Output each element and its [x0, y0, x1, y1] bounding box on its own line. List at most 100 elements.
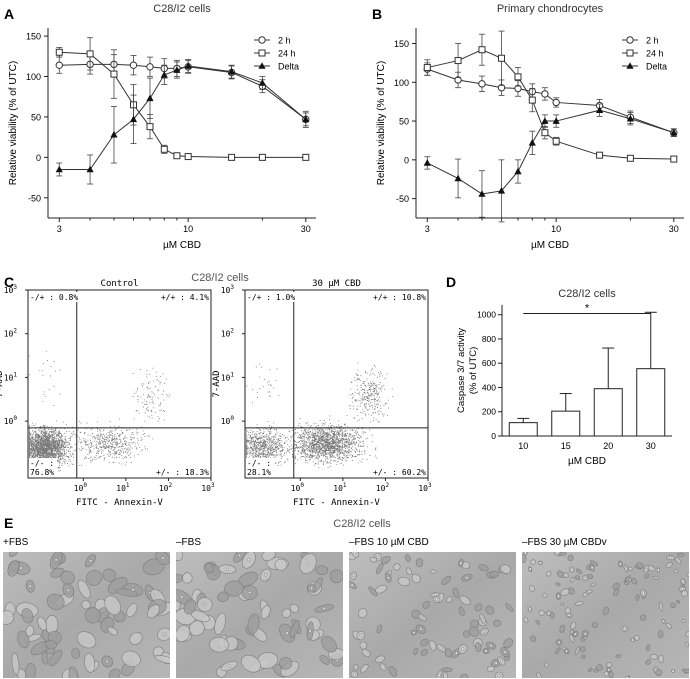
flow-x-tick-label: 102	[376, 482, 390, 493]
panel-letter-b: B	[372, 6, 382, 22]
quadrant-lower-right-bg	[367, 467, 427, 477]
cell	[8, 552, 19, 558]
chart-a-data-point	[160, 145, 168, 153]
chart-b-y-tick-label: 0	[404, 155, 409, 165]
cell-highlight	[238, 553, 242, 557]
flow-y-tick-exponent: 3	[13, 284, 17, 291]
cell-highlight	[641, 591, 645, 595]
chart-b-legend-label: Delta	[646, 62, 667, 72]
chart-b-data-point	[541, 90, 549, 98]
cell-highlight	[376, 555, 380, 559]
cell	[46, 593, 65, 611]
bar-y-tick-label: 0	[491, 431, 496, 441]
chart-b-data-point	[454, 57, 462, 65]
cell	[475, 642, 482, 653]
cell	[676, 599, 681, 604]
cell	[555, 582, 561, 586]
cell-highlight	[459, 561, 463, 565]
micrograph-row: +FBS –FBS –FBS 10 µM CBD –FBS 30 µM CBDv	[3, 537, 689, 678]
cell-highlight	[623, 627, 627, 631]
chart-b-data-point	[528, 138, 536, 146]
flow-x-label: FITC - Annexin-V	[76, 498, 163, 508]
chart-b-y-tick-label: -50	[396, 194, 409, 204]
chart-a-data-point	[146, 63, 154, 71]
chart-b-title: Primary chondrocytes	[497, 3, 604, 15]
cell-highlight	[419, 627, 423, 631]
cell	[361, 648, 371, 657]
flow-x-tick-label: 103	[418, 482, 432, 493]
quadrant-lower-left: -/- :	[30, 459, 54, 468]
cell	[567, 587, 575, 595]
chart-a-title: C28/I2 cells	[153, 3, 211, 15]
cell	[564, 607, 571, 614]
cell-highlight	[528, 607, 532, 611]
cell	[542, 592, 548, 598]
cell	[463, 630, 471, 638]
chart-a-x-label: µM CBD	[163, 240, 201, 251]
flow-x-tick-label: 100	[291, 482, 305, 493]
chart-a-data-point	[86, 50, 94, 58]
cell-highlight	[433, 593, 437, 597]
bar-y-tick-label: 600	[482, 358, 496, 368]
quadrant-upper-left-bg	[29, 292, 83, 302]
cell-highlight	[162, 632, 166, 636]
cell	[631, 577, 638, 585]
micrograph-image	[349, 552, 516, 678]
chart-b-data-point	[541, 129, 549, 137]
chart-b-x-label: µM CBD	[531, 240, 569, 251]
chart-a-x-tick-label: 3	[57, 224, 62, 234]
chart-b-data-point	[528, 96, 536, 104]
chart-b-series-line	[427, 109, 674, 195]
flow-y-tick-label: 101	[4, 371, 18, 382]
cell	[154, 655, 170, 664]
cell	[674, 556, 682, 565]
chart-b-data-point	[552, 137, 560, 145]
flow-x-tick-label: 101	[116, 482, 130, 493]
chart-b-data-point	[552, 117, 560, 124]
cell	[441, 575, 452, 585]
cell	[665, 562, 673, 569]
caspase-bar-chart: C28/I2 cells 0 200 400 600 800 1000 10 15 20 30 µM …	[456, 288, 672, 467]
cell	[503, 638, 514, 649]
bar-y-tick-label: 200	[482, 407, 496, 417]
cell-highlight	[350, 583, 354, 587]
chart-a-data-point	[227, 67, 236, 75]
flow-y-tick-exponent: 2	[13, 328, 17, 335]
chart-b-data-point	[454, 174, 462, 182]
cell	[375, 655, 385, 663]
flow-y-tick-exponent: 2	[230, 328, 234, 335]
bar-chart-title: C28/I2 cells	[558, 288, 616, 300]
cell	[420, 638, 429, 647]
cell	[71, 647, 81, 659]
chart-a-data-point	[258, 79, 266, 86]
cell	[3, 610, 15, 625]
cell	[115, 588, 138, 597]
flow-y-label: 7-AAD	[0, 370, 5, 397]
chart-b-series-line	[427, 68, 674, 134]
cell	[579, 646, 586, 653]
chart-a-y-tick-label: 150	[26, 32, 41, 42]
flow-y-tick-exponent: 3	[230, 284, 234, 291]
cell	[7, 560, 20, 577]
flow-y-label: 7-AAD	[212, 370, 222, 397]
cell-highlight	[482, 630, 486, 634]
bar-x-tick-label: 20	[603, 441, 613, 451]
chart-b-data-point	[670, 128, 678, 136]
flow-y-tick-exponent: 0	[230, 415, 234, 422]
chart-b-data-point	[626, 154, 634, 162]
chart-b-legend-marker	[626, 36, 634, 44]
chart-a-data-point	[302, 115, 310, 123]
cell-highlight	[285, 631, 289, 635]
cell	[108, 668, 121, 678]
cell	[644, 573, 650, 579]
cell	[613, 588, 620, 596]
cell	[176, 625, 191, 643]
cell-highlight	[19, 566, 23, 570]
cell	[530, 635, 537, 642]
chart-b-data-point	[478, 190, 486, 197]
chart-a-y-tick-label: 100	[26, 72, 41, 82]
chart-a-data-point	[55, 61, 63, 69]
cell	[393, 563, 401, 571]
chart-b-x-tick-label: 30	[669, 224, 679, 234]
chart-a-series-line	[59, 63, 307, 120]
